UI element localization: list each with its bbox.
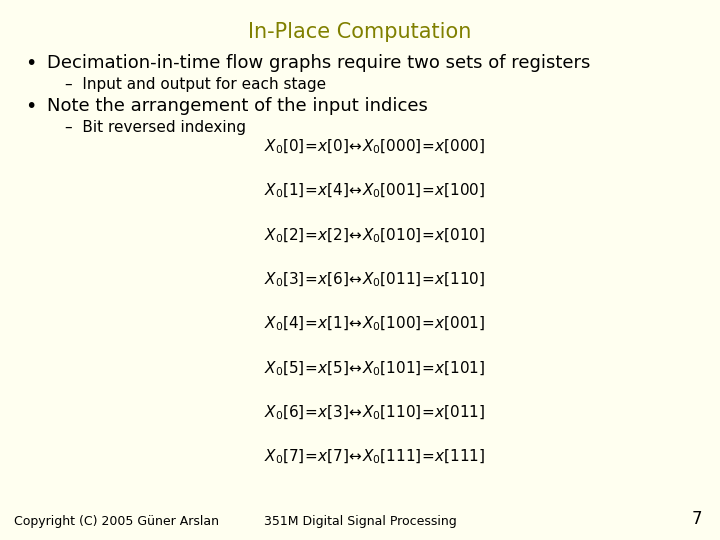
Text: $X_0[7]\!=\!x[7]\!\leftrightarrow\! X_0[111]\!=\!x[111]$: $X_0[7]\!=\!x[7]\!\leftrightarrow\! X_0[… xyxy=(264,448,485,466)
Text: $X_0[2]\!=\!x[2]\!\leftrightarrow\! X_0[010]\!=\!x[010]$: $X_0[2]\!=\!x[2]\!\leftrightarrow\! X_0[… xyxy=(264,226,485,245)
Text: Decimation-in-time flow graphs require two sets of registers: Decimation-in-time flow graphs require t… xyxy=(47,54,590,72)
Text: 351M Digital Signal Processing: 351M Digital Signal Processing xyxy=(264,515,456,528)
Text: Note the arrangement of the input indices: Note the arrangement of the input indice… xyxy=(47,97,428,115)
Text: •: • xyxy=(25,97,37,116)
Text: $X_0[4]\!=\!x[1]\!\leftrightarrow\! X_0[100]\!=\!x[001]$: $X_0[4]\!=\!x[1]\!\leftrightarrow\! X_0[… xyxy=(264,315,485,333)
Text: $X_0[6]\!=\!x[3]\!\leftrightarrow\! X_0[110]\!=\!x[011]$: $X_0[6]\!=\!x[3]\!\leftrightarrow\! X_0[… xyxy=(264,403,485,422)
Text: $X_0[5]\!=\!x[5]\!\leftrightarrow\! X_0[101]\!=\!x[101]$: $X_0[5]\!=\!x[5]\!\leftrightarrow\! X_0[… xyxy=(264,359,485,377)
Text: $X_0[1]\!=\!x[4]\!\leftrightarrow\! X_0[001]\!=\!x[100]$: $X_0[1]\!=\!x[4]\!\leftrightarrow\! X_0[… xyxy=(264,182,485,200)
Text: 7: 7 xyxy=(691,510,702,528)
Text: $X_0[0]\!=\!x[0]\!\leftrightarrow\! X_0[000]\!=\!x[000]$: $X_0[0]\!=\!x[0]\!\leftrightarrow\! X_0[… xyxy=(264,138,485,156)
Text: In-Place Computation: In-Place Computation xyxy=(248,22,472,42)
Text: Copyright (C) 2005 Güner Arslan: Copyright (C) 2005 Güner Arslan xyxy=(14,515,220,528)
Text: –  Input and output for each stage: – Input and output for each stage xyxy=(65,77,326,92)
Text: $X_0[3]\!=\!x[6]\!\leftrightarrow\! X_0[011]\!=\!x[110]$: $X_0[3]\!=\!x[6]\!\leftrightarrow\! X_0[… xyxy=(264,271,485,289)
Text: •: • xyxy=(25,54,37,73)
Text: –  Bit reversed indexing: – Bit reversed indexing xyxy=(65,120,246,135)
